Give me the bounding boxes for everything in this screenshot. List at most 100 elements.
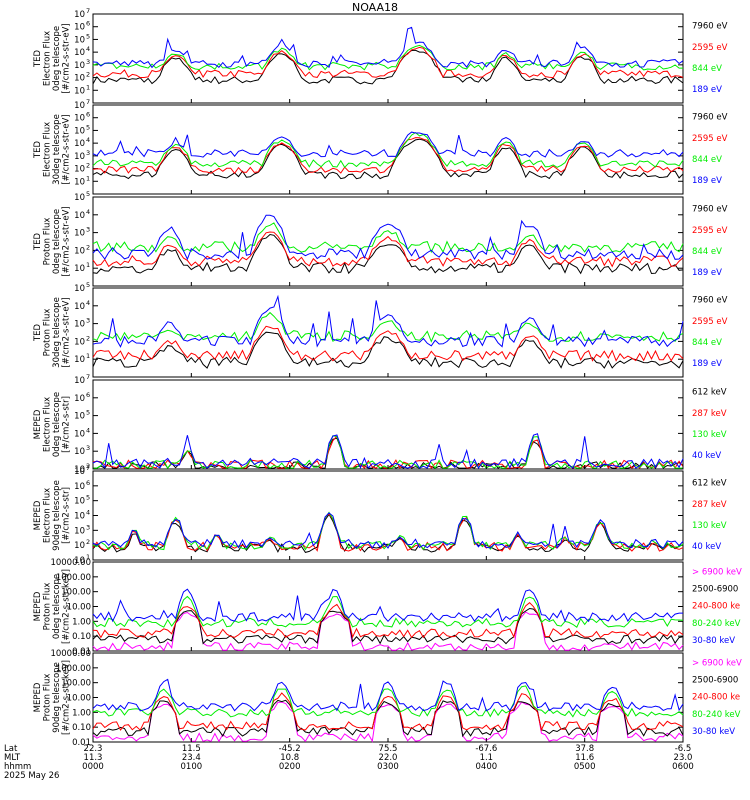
y-tick-label: 10 bbox=[74, 101, 85, 111]
y-tick-exponent: 5 bbox=[86, 281, 90, 289]
series-trace bbox=[92, 433, 684, 470]
x-tick-lat: 75.5 bbox=[379, 744, 398, 754]
series-trace bbox=[92, 588, 683, 623]
series-trace bbox=[92, 222, 684, 254]
panel-frame bbox=[92, 287, 684, 378]
legend-entry: 2500-6900 bbox=[692, 676, 738, 686]
y-tick-label: 1.00 bbox=[72, 708, 91, 718]
y-tick-label: 1000.00 bbox=[56, 573, 91, 583]
x-tick-hhmm: 0100 bbox=[181, 762, 203, 772]
y-tick-label: 1.00 bbox=[72, 617, 91, 627]
y-tick-label: 10 bbox=[74, 74, 85, 84]
y-tick-exponent: 7 bbox=[86, 373, 90, 381]
y-tick-exponent: 1 bbox=[86, 352, 90, 360]
y-tick-label: 10 bbox=[74, 337, 85, 347]
legend-entry: 844 eV bbox=[692, 155, 722, 165]
y-tick-exponent: 1 bbox=[86, 553, 90, 561]
panel-8: 0.010.101.0010.00100.001000.0010000.00ME… bbox=[33, 649, 742, 748]
series-trace bbox=[92, 685, 684, 718]
y-tick-label: 100.00 bbox=[61, 679, 91, 689]
y-tick-exponent: 4 bbox=[86, 208, 90, 216]
y-tick-exponent: 3 bbox=[86, 226, 90, 234]
y-tick-exponent: 5 bbox=[86, 32, 90, 40]
x-tick-lat: -67.6 bbox=[475, 744, 497, 754]
legend-entry: 80-240 keV bbox=[692, 619, 741, 629]
y-tick-label: 10 bbox=[74, 10, 85, 20]
y-tick-exponent: 6 bbox=[86, 391, 90, 399]
y-tick-exponent: 2 bbox=[86, 71, 90, 79]
y-axis-label-line: [#/cm2-s-str] bbox=[61, 487, 71, 544]
y-tick-label: 10 bbox=[74, 482, 85, 492]
y-axis-label-line: Electron Flux bbox=[42, 397, 52, 452]
legend-entry: 2595 eV bbox=[692, 134, 728, 144]
legend-entry: 7960 eV bbox=[692, 113, 728, 123]
y-tick-exponent: 4 bbox=[86, 299, 90, 307]
legend-entry: 2500-6900 bbox=[692, 585, 738, 595]
y-axis-label: MEPEDElectron Flux90deg telescope[#/cm2-… bbox=[33, 480, 72, 551]
y-tick-label: 10 bbox=[74, 284, 85, 294]
series-trace bbox=[92, 137, 684, 175]
y-axis-label-line: 90deg telescope bbox=[52, 480, 62, 551]
x-tick-mlt: 11.3 bbox=[84, 753, 103, 763]
y-axis-label-line: [#/cm2-s-str-eV] bbox=[61, 23, 71, 93]
legend-entry: 30-80 keV bbox=[692, 636, 735, 646]
legend-entry: 844 eV bbox=[692, 247, 722, 257]
legend-entry: 189 eV bbox=[692, 268, 722, 278]
series-trace bbox=[92, 692, 684, 732]
legend-entry: 7960 eV bbox=[692, 205, 728, 215]
legend-entry: 189 eV bbox=[692, 359, 722, 369]
y-axis-label-line: 30deg telescope bbox=[52, 114, 62, 185]
y-axis-label-line: Electron Flux bbox=[42, 488, 52, 543]
y-tick-label: 10 bbox=[74, 512, 85, 522]
y-tick-exponent: 2 bbox=[86, 462, 90, 470]
y-axis-label: TEDProton Flux0deg telescope[#/cm2-s-str… bbox=[33, 206, 72, 276]
y-tick-exponent: 3 bbox=[86, 523, 90, 531]
y-tick-label: 10.00 bbox=[67, 603, 91, 613]
y-tick-label: 10 bbox=[74, 246, 85, 256]
y-tick-label: 10 bbox=[74, 126, 85, 136]
y-axis-label-line: 0deg telescope bbox=[52, 392, 62, 457]
x-tick-hhmm: 0500 bbox=[574, 762, 596, 772]
y-tick-label: 10 bbox=[74, 526, 85, 536]
y-tick-exponent: 1 bbox=[86, 174, 90, 182]
x-tick-lat: 11.5 bbox=[182, 744, 201, 754]
series-trace bbox=[92, 512, 684, 550]
y-tick-exponent: 4 bbox=[86, 509, 90, 517]
x-tick-hhmm: 0300 bbox=[377, 762, 399, 772]
y-tick-label: 0.10 bbox=[72, 723, 91, 733]
legend-entry: > 6900 keV bbox=[692, 658, 742, 668]
series-trace bbox=[92, 46, 684, 79]
x-tick-mlt: 10.8 bbox=[280, 753, 299, 763]
y-axis-label: TEDElectron Flux0deg telescope[#/cm2-s-s… bbox=[33, 23, 72, 93]
series-trace bbox=[92, 602, 684, 639]
y-axis-label-line: Proton Flux bbox=[42, 583, 52, 631]
legend-entry: 30-80 keV bbox=[692, 727, 735, 737]
series-trace bbox=[92, 231, 684, 268]
y-tick-label: 10 bbox=[74, 264, 85, 274]
y-tick-label: 10 bbox=[74, 23, 85, 33]
y-axis-label-line: [#/cm2-s-str-eV] bbox=[61, 206, 71, 276]
figure-title: NOAA18 bbox=[351, 1, 399, 14]
y-tick-label: 10 bbox=[74, 165, 85, 175]
series-trace bbox=[93, 435, 683, 470]
legend-entry: 287 keV bbox=[692, 409, 727, 419]
y-tick-label: 10000.00 bbox=[50, 649, 91, 659]
y-tick-label: 10 bbox=[74, 394, 85, 404]
series-trace bbox=[92, 611, 684, 652]
legend-entry: 240-800 ke bbox=[692, 602, 740, 612]
y-tick-label: 10 bbox=[74, 355, 85, 365]
y-axis-label: MEPEDElectron Flux0deg telescope[#/cm2-s… bbox=[33, 392, 72, 457]
y-axis-label-line: [#/cm2-s-str] bbox=[61, 396, 71, 453]
y-axis-label-line: MEPED bbox=[33, 500, 43, 530]
legend-entry: 2595 eV bbox=[692, 43, 728, 53]
series-trace bbox=[92, 294, 684, 348]
panel-frame bbox=[92, 379, 684, 470]
y-tick-label: 10 bbox=[74, 211, 85, 221]
y-tick-label: 10 bbox=[74, 61, 85, 71]
x-tick-hhmm: 0400 bbox=[476, 762, 498, 772]
y-tick-exponent: 3 bbox=[86, 444, 90, 452]
x-tick-hhmm: 0000 bbox=[82, 762, 104, 772]
